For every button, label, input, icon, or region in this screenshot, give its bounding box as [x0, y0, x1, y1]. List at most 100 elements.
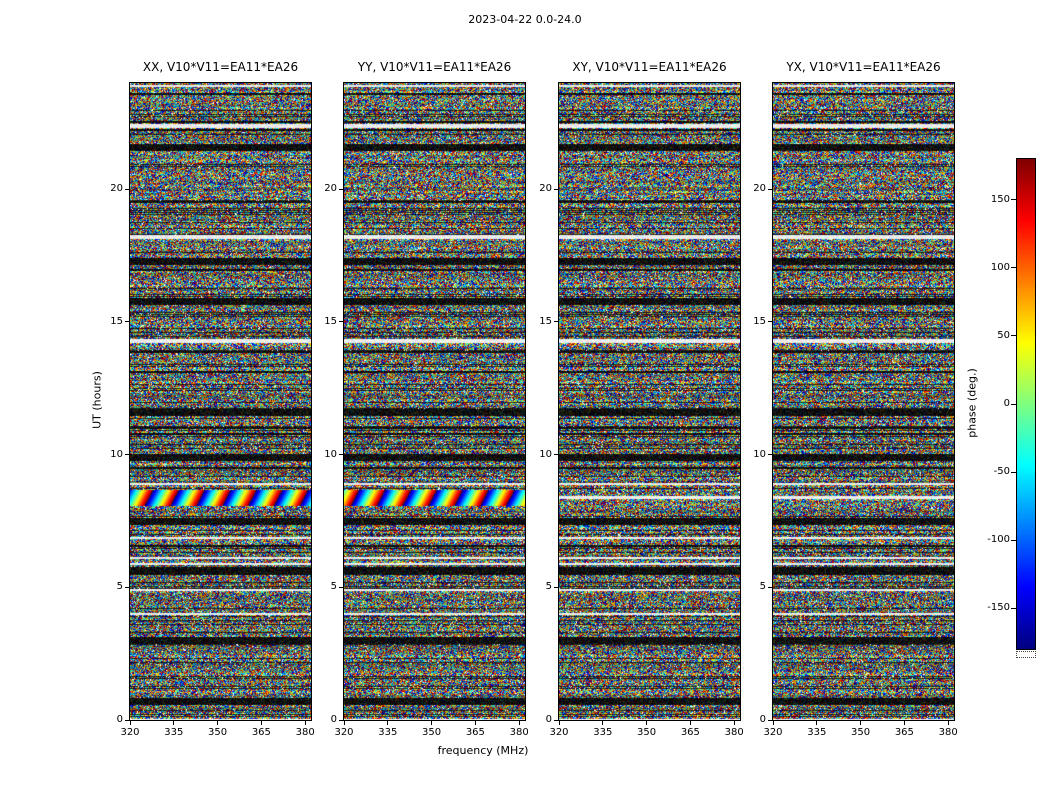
- colorbar-tick-mark: [1011, 607, 1016, 609]
- x-tick-mark: [602, 721, 604, 725]
- y-tick-mark: [339, 719, 343, 721]
- y-tick-label: 15: [324, 315, 337, 327]
- y-tick-label: 0: [116, 714, 123, 725]
- x-tick-label: 350: [851, 727, 871, 738]
- xy-phase-heatmap: [559, 83, 740, 720]
- x-tick-mark: [689, 721, 691, 725]
- x-tick-mark: [903, 721, 905, 725]
- y-tick-mark: [125, 188, 129, 190]
- y-tick-label: 10: [753, 448, 766, 460]
- x-tick-mark: [558, 721, 560, 725]
- y-tick-label: 15: [110, 315, 123, 327]
- colorbar-tick-label: 150: [990, 193, 1010, 205]
- y-tick-mark: [768, 719, 772, 721]
- x-tick-mark: [772, 721, 774, 725]
- x-tick-mark: [343, 721, 345, 725]
- colorbar-gradient: [1017, 159, 1035, 649]
- x-tick-label: 365: [894, 727, 914, 738]
- figure-title: 2023-04-22 0.0-24.0: [468, 13, 582, 26]
- y-tick-mark: [768, 454, 772, 456]
- x-tick-mark: [217, 721, 219, 725]
- x-tick-label: 350: [637, 727, 657, 738]
- colorbar-tick-mark: [1011, 267, 1016, 269]
- y-axis-label: UT (hours): [90, 371, 104, 429]
- y-tick-label: 5: [330, 581, 337, 593]
- y-tick-mark: [554, 188, 558, 190]
- x-tick-label: 335: [593, 727, 613, 738]
- x-tick-label: 365: [465, 727, 485, 738]
- y-tick-label: 10: [110, 448, 123, 460]
- colorbar-tick-mark: [1011, 199, 1016, 201]
- x-tick-mark: [474, 721, 476, 725]
- x-tick-label: 335: [807, 727, 827, 738]
- x-tick-label: 380: [938, 727, 958, 738]
- panel-xy: [558, 82, 741, 721]
- x-tick-label: 335: [378, 727, 398, 738]
- y-tick-mark: [339, 454, 343, 456]
- y-tick-label: 5: [116, 581, 123, 593]
- y-tick-mark: [339, 586, 343, 588]
- x-axis-label: frequency (MHz): [437, 744, 529, 757]
- x-tick-label: 365: [251, 727, 271, 738]
- y-tick-label: 20: [539, 183, 552, 195]
- panel-title-yy: YY, V10*V11=EA11*EA26: [357, 60, 512, 74]
- yx-phase-heatmap: [773, 83, 954, 720]
- y-tick-label: 15: [753, 315, 766, 327]
- x-tick-mark: [860, 721, 862, 725]
- x-tick-mark: [733, 721, 735, 725]
- x-tick-mark: [816, 721, 818, 725]
- y-tick-mark: [339, 188, 343, 190]
- panel-title-xy: XY, V10*V11=EA11*EA26: [572, 60, 727, 74]
- colorbar-tick-mark: [1011, 335, 1016, 337]
- colorbar-tick-label: -100: [987, 534, 1010, 546]
- x-tick-mark: [304, 721, 306, 725]
- panel-xx: [129, 82, 312, 721]
- x-tick-label: 380: [509, 727, 529, 738]
- x-tick-label: 365: [680, 727, 700, 738]
- x-tick-label: 320: [334, 727, 354, 738]
- y-tick-mark: [125, 321, 129, 323]
- colorbar-tick-label: 50: [997, 329, 1010, 341]
- x-tick-mark: [260, 721, 262, 725]
- colorbar-tick-label: -50: [993, 466, 1010, 478]
- x-tick-mark: [431, 721, 433, 725]
- y-tick-label: 10: [324, 448, 337, 460]
- panel-title-yx: YX, V10*V11=EA11*EA26: [786, 60, 941, 74]
- x-tick-mark: [129, 721, 131, 725]
- y-tick-mark: [125, 586, 129, 588]
- panel-yx: [772, 82, 955, 721]
- y-tick-label: 0: [759, 714, 766, 725]
- y-tick-mark: [554, 719, 558, 721]
- x-tick-mark: [173, 721, 175, 725]
- y-tick-label: 10: [539, 448, 552, 460]
- x-tick-label: 380: [724, 727, 744, 738]
- x-tick-label: 350: [422, 727, 442, 738]
- y-tick-mark: [554, 454, 558, 456]
- x-tick-label: 320: [549, 727, 569, 738]
- x-tick-label: 380: [295, 727, 315, 738]
- colorbar-tick-mark: [1011, 539, 1016, 541]
- colorbar-tick-label: -150: [987, 602, 1010, 614]
- colorbar-tick-mark: [1011, 471, 1016, 473]
- x-tick-mark: [387, 721, 389, 725]
- x-tick-label: 320: [120, 727, 140, 738]
- y-tick-label: 5: [545, 581, 552, 593]
- x-tick-label: 350: [208, 727, 228, 738]
- x-tick-label: 320: [763, 727, 783, 738]
- y-tick-mark: [768, 321, 772, 323]
- colorbar-tick-mark: [1011, 403, 1016, 405]
- xx-phase-heatmap: [130, 83, 311, 720]
- y-tick-label: 0: [330, 714, 337, 725]
- colorbar: [1016, 158, 1036, 650]
- x-tick-label: 335: [164, 727, 184, 738]
- y-tick-mark: [554, 321, 558, 323]
- colorbar-tick-label: 0: [1003, 398, 1010, 409]
- y-tick-label: 0: [545, 714, 552, 725]
- panel-title-xx: XX, V10*V11=EA11*EA26: [142, 60, 299, 74]
- y-tick-mark: [554, 586, 558, 588]
- y-tick-label: 5: [759, 581, 766, 593]
- y-tick-mark: [339, 321, 343, 323]
- colorbar-under-extension: [1016, 651, 1036, 658]
- yy-phase-heatmap: [344, 83, 525, 720]
